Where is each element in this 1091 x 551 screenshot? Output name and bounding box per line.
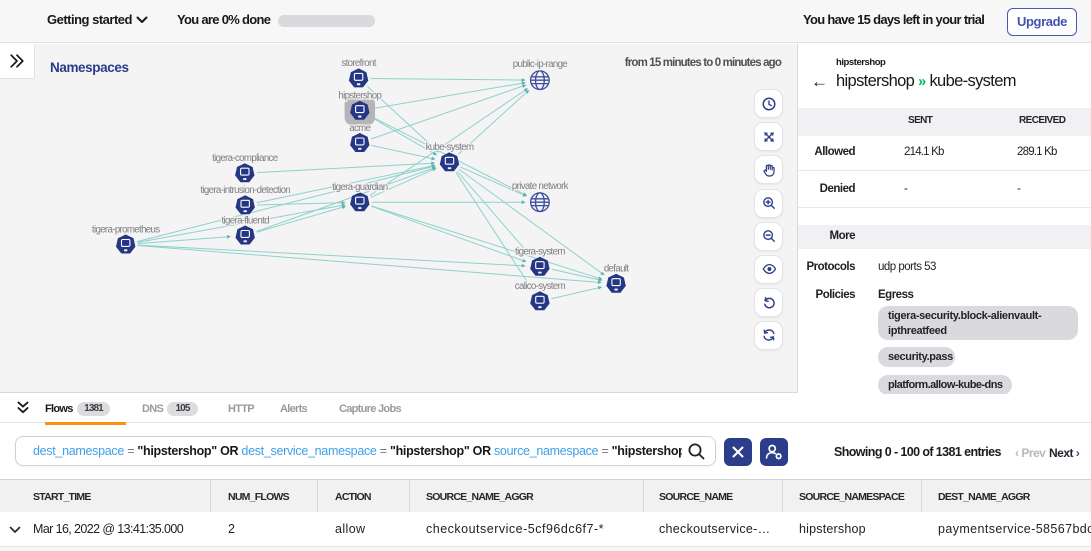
svg-text:hipstershop: hipstershop — [338, 91, 381, 102]
svg-text:public-ip-range: public-ip-range — [513, 59, 568, 70]
svg-text:tigera-compliance: tigera-compliance — [212, 153, 278, 164]
svg-text:storefront: storefront — [341, 58, 376, 69]
svg-text:tigera-system: tigera-system — [515, 247, 565, 258]
svg-text:tigera-intrusion-detection: tigera-intrusion-detection — [200, 185, 290, 196]
svg-text:acme: acme — [349, 123, 370, 134]
svg-text:tigera-guardian: tigera-guardian — [332, 182, 388, 193]
svg-text:tigera-fluentd: tigera-fluentd — [221, 215, 269, 226]
svg-text:calico-system: calico-system — [515, 281, 566, 292]
svg-text:private network: private network — [512, 181, 569, 192]
svg-text:default: default — [604, 264, 629, 275]
svg-text:tigera-prometheus: tigera-prometheus — [92, 224, 160, 235]
svg-text:kube-system: kube-system — [426, 142, 474, 153]
